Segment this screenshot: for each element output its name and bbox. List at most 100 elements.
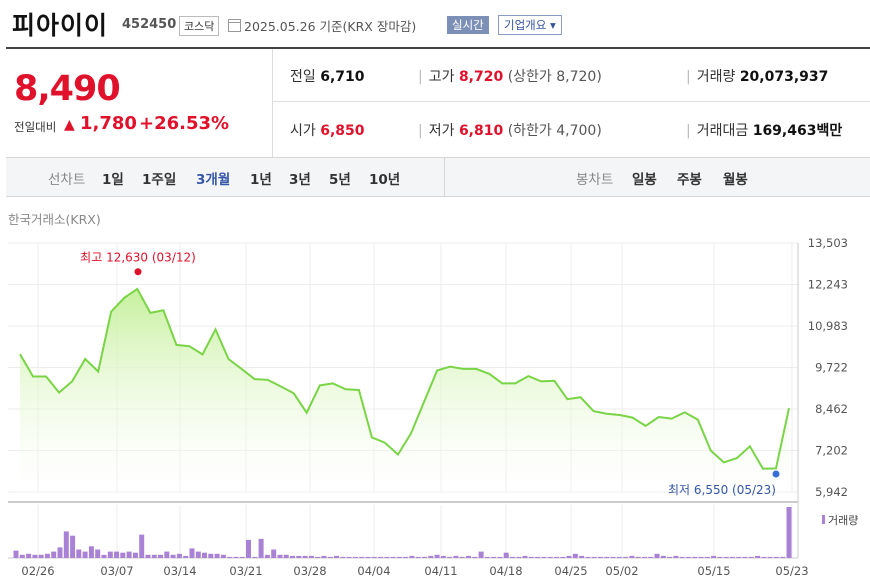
volume-bar (484, 556, 490, 558)
volume-bar (729, 556, 735, 558)
volume-bar (38, 554, 44, 558)
volume-bar (428, 555, 434, 558)
volume-bar (422, 556, 427, 558)
up-arrow-icon: ▲ (64, 117, 75, 133)
volume-bar (158, 554, 163, 558)
y-tick-label: 5,942 (815, 485, 848, 499)
volume-bar (535, 556, 541, 558)
tab-3y[interactable]: 3년 (289, 172, 311, 188)
price-line (19, 287, 790, 470)
volume-bar (126, 551, 132, 558)
volume-bar (252, 556, 258, 558)
volume-bar (44, 553, 50, 559)
volume-bar (107, 551, 113, 558)
line-chart-label: 선차트 (48, 172, 86, 188)
volume-bar (214, 553, 220, 559)
volume: | 거래량 20,073,937 (686, 66, 828, 86)
volume-bar (139, 534, 145, 558)
volume-bar (629, 555, 635, 558)
x-tick-label: 02/26 (21, 564, 54, 578)
volume-bar (32, 554, 38, 558)
header-divider (6, 47, 870, 49)
amount-unit: 백만 (816, 123, 843, 139)
max-price-label: 최고 12,630 (03/12) (80, 251, 196, 265)
volume-bar (101, 554, 107, 558)
min-price-marker (772, 470, 780, 478)
volume-bar (378, 556, 383, 558)
volume-bar (132, 552, 138, 558)
stock-code: 452450 (122, 17, 177, 32)
prev-close: 전일 6,710 (290, 66, 365, 86)
tab-1y[interactable]: 1년 (250, 172, 272, 188)
high-label: 고가 (428, 69, 455, 85)
volume-bar (572, 553, 578, 559)
prev-close-label: 전일 (290, 69, 316, 85)
volume-bar (767, 556, 773, 558)
tab-5y[interactable]: 5년 (329, 172, 351, 188)
x-tick-label: 05/02 (605, 564, 638, 578)
volume-bar (654, 553, 660, 559)
volume-bar (390, 556, 396, 558)
volume-bar (748, 556, 754, 558)
volume-bar (220, 554, 226, 558)
tab-daily[interactable]: 일봉 (632, 172, 657, 188)
volume-bar (585, 556, 591, 558)
volume-bar (755, 555, 761, 558)
volume-bar (403, 556, 409, 558)
price-change-percent: +26.53% (139, 113, 230, 134)
cell-separator: | (418, 69, 423, 85)
realtime-button[interactable]: 실시간 (447, 16, 489, 34)
volume-bar (742, 556, 748, 558)
volume-bar (290, 555, 295, 558)
tab-weekly[interactable]: 주봉 (677, 172, 702, 188)
tab-1w[interactable]: 1주일 (142, 172, 177, 188)
volume-bar (554, 556, 559, 558)
price-change: 1,780 (80, 113, 137, 134)
chart-period-tabs: 선차트 1일 1주일 3개월 1년 3년 5년 10년 봉차트 일봉 주봉 월봉 (6, 157, 870, 197)
volume-bar (95, 549, 101, 558)
volume-bar (616, 556, 622, 558)
volume-bar (271, 549, 277, 558)
day-low: | 저가 6,810 (하한가 4,700) (418, 120, 602, 140)
volume-bar (453, 555, 459, 558)
tab-3m[interactable]: 3개월 (196, 172, 231, 188)
volume-bar (296, 555, 302, 558)
volume-bar (648, 556, 654, 558)
candle-chart-label: 봉차트 (576, 172, 614, 188)
volume-bar (667, 556, 673, 558)
tab-10y[interactable]: 10년 (369, 172, 401, 188)
volume-bar (189, 548, 195, 558)
lower-limit-label: (하한가 (507, 123, 552, 139)
volume-bar (459, 556, 465, 558)
volume-bar (635, 556, 641, 558)
min-price-label: 최저 6,550 (05/23) (668, 483, 776, 497)
volume-bar (352, 556, 358, 558)
volume-bar (434, 554, 440, 558)
volume-bar (516, 556, 522, 558)
volume-legend-swatch (822, 515, 825, 524)
x-tick-label: 04/25 (554, 564, 587, 578)
calendar-icon (228, 19, 241, 32)
stock-name: 피아이이 (12, 11, 109, 40)
volume-bar (283, 554, 289, 558)
y-tick-label: 7,202 (815, 444, 848, 458)
volume-bar (591, 556, 597, 558)
cell-separator: | (686, 123, 691, 139)
volume-bar (773, 556, 779, 558)
quote-divider (272, 49, 273, 157)
tab-1d[interactable]: 1일 (102, 172, 124, 188)
company-overview-dropdown[interactable]: 기업개요 ▾ (498, 15, 562, 35)
volume-bar (359, 556, 365, 558)
tab-monthly[interactable]: 월봉 (723, 172, 748, 188)
market-badge: 코스닥 (179, 16, 220, 36)
volume-bar (604, 556, 610, 558)
volume-bar (660, 555, 666, 558)
volume-bar (145, 554, 151, 558)
volume-bar (673, 555, 679, 558)
volume-bar (258, 538, 264, 558)
volume-bar (528, 556, 534, 558)
quote-row-divider (272, 101, 870, 102)
volume-bar (447, 556, 453, 558)
volume-bar (761, 556, 767, 558)
volume-bar (227, 556, 233, 558)
